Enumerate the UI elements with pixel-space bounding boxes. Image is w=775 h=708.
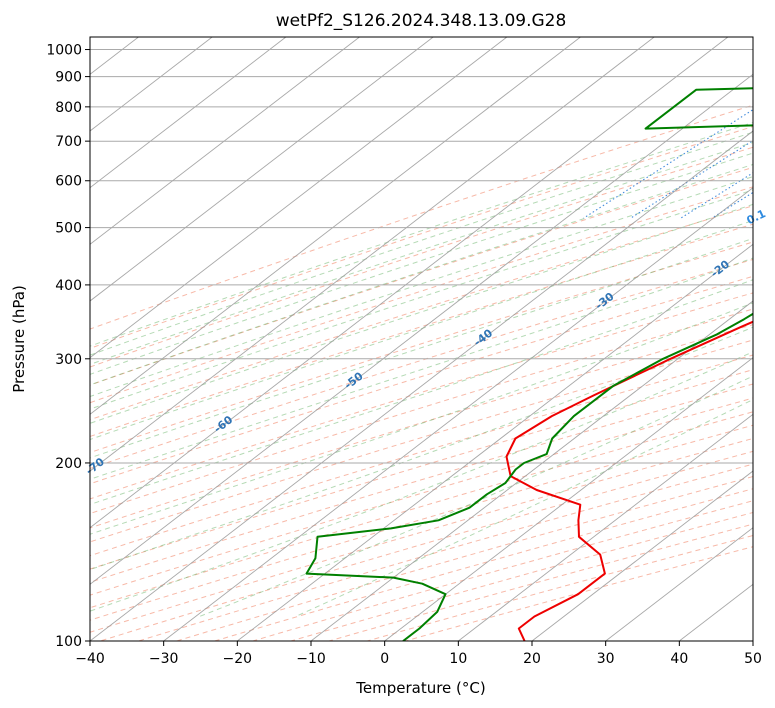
moist-adiabat-line	[90, 237, 753, 459]
dry-adiabat-line	[90, 339, 753, 543]
y-tick-label: 400	[55, 278, 82, 294]
moist-adiabat-line	[90, 257, 753, 480]
dry-adiabat-line	[90, 369, 753, 570]
moist-adiabat-line	[90, 176, 753, 398]
dry-adiabat-line	[90, 383, 753, 583]
y-tick-label: 1000	[46, 43, 82, 59]
series-line-dewpoint	[305, 87, 753, 641]
mixing-ratio-line	[752, 217, 753, 219]
isotherm-line	[90, 73, 753, 585]
isotherm-line	[310, 300, 753, 641]
y-tick-label: 500	[55, 221, 82, 237]
dry-adiabat-line	[138, 463, 753, 641]
y-tick-label: 200	[55, 456, 82, 472]
x-tick-label: −10	[296, 651, 326, 667]
dry-adiabat-line	[90, 292, 753, 500]
dry-adiabat-line	[90, 241, 753, 454]
isotherm-line	[605, 527, 753, 641]
isotherm-line	[90, 37, 655, 472]
x-tick-label: 10	[449, 651, 467, 667]
dry-adiabat-line	[214, 488, 753, 641]
x-tick-label: 50	[744, 651, 762, 667]
y-tick-label: 600	[55, 174, 82, 190]
dry-adiabat-line	[367, 534, 753, 641]
dry-adiabat-line	[90, 166, 753, 386]
x-tick-label: −40	[75, 651, 105, 667]
moist-adiabat-line	[90, 152, 753, 375]
isotherm-line	[90, 37, 508, 359]
dry-adiabat-line	[90, 411, 753, 609]
mixing-ratio-line	[680, 172, 753, 219]
isotherm-line	[90, 37, 581, 415]
plot-background	[90, 37, 753, 641]
y-tick-label: 800	[55, 100, 82, 116]
dry-adiabat-line	[90, 125, 753, 349]
series-lines	[305, 87, 753, 641]
dry-adiabat-line	[290, 512, 753, 641]
moist-adiabat-line	[90, 189, 753, 410]
background-lines	[90, 37, 753, 641]
isotherm-line	[531, 470, 753, 641]
dry-adiabat-line	[90, 146, 753, 368]
plot-frame	[89, 36, 754, 642]
y-axis-label: Pressure (hPa)	[10, 285, 28, 393]
x-tick-label: −30	[149, 651, 179, 667]
dry-adiabat-line	[90, 437, 753, 633]
series-line-temperature	[505, 320, 753, 641]
y-tick-label: 300	[55, 352, 82, 368]
isotherm-line	[237, 243, 753, 641]
isotherm-line	[458, 413, 753, 641]
x-tick-label: −20	[223, 651, 253, 667]
x-axis: −40 −30 −20 −10 0 10 20 30 40 50	[75, 641, 762, 667]
isotherm-line	[163, 187, 753, 641]
moist-adiabat-line	[90, 141, 753, 365]
chart-title: wetPf2_S126.2024.348.13.09.G28	[276, 11, 567, 31]
y-axis: 100 200 300 400 500 600 700 800 900 1000	[46, 43, 90, 650]
isotherm-line	[90, 37, 434, 302]
dry-adiabat-line	[90, 223, 753, 437]
mixing-ratio-line	[583, 109, 753, 219]
isotherm-line	[90, 130, 753, 641]
moist-adiabat-line	[90, 163, 753, 386]
y-tick-label: 700	[55, 134, 82, 150]
x-tick-label: 20	[523, 651, 541, 667]
y-tick-label: 900	[55, 70, 82, 86]
moist-adiabat-line	[90, 279, 753, 506]
isotherm-line	[90, 37, 287, 189]
isotherm-line	[384, 357, 753, 641]
isotherm-line	[90, 37, 729, 529]
x-tick-label: 30	[597, 651, 615, 667]
x-tick-label: 0	[380, 651, 389, 667]
dry-adiabat-line	[90, 275, 753, 485]
isotherm-line	[752, 640, 753, 641]
y-tick-label: 100	[55, 634, 82, 650]
x-axis-label: Temperature (°C)	[355, 679, 485, 697]
isotherm-line	[90, 37, 360, 245]
x-tick-label: 40	[670, 651, 688, 667]
